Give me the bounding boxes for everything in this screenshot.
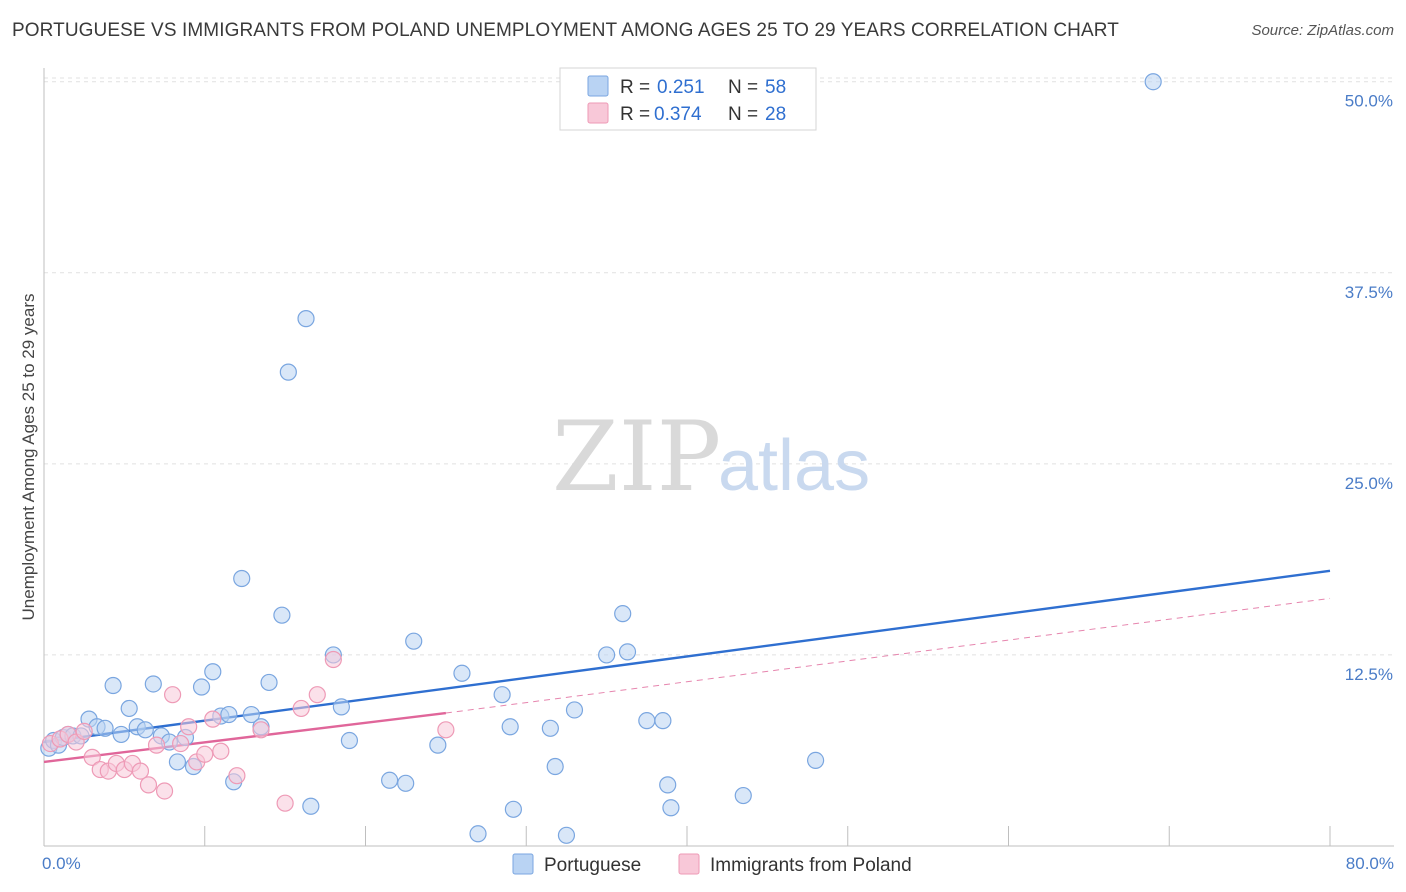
series-legend: Portuguese Immigrants from Poland [512,853,912,876]
point-poland[interactable] [147,736,166,754]
legend-swatch-portuguese [587,75,609,97]
source-credit: Source: ZipAtlas.com [1251,22,1394,39]
legend-n-value-1: 58 [765,77,786,98]
point-portuguese[interactable] [405,632,423,650]
point-portuguese[interactable] [112,725,130,744]
y-tick-label: 50.0% [1345,92,1393,111]
point-portuguese[interactable] [279,363,297,381]
point-portuguese[interactable] [541,719,559,737]
point-portuguese[interactable] [242,705,260,724]
x-ticks [43,826,1331,846]
point-poland[interactable] [252,721,270,739]
point-portuguese[interactable] [429,736,447,754]
point-poland[interactable] [212,742,230,760]
point-portuguese[interactable] [297,310,315,328]
x-tick-label-max: 80.0% [1346,854,1394,873]
point-portuguese[interactable] [806,751,825,770]
correlation-legend: R = 0.251 N = 58 R = 0.374 N = 28 [559,67,817,131]
point-portuguese[interactable] [493,686,511,704]
series-legend-swatch-portuguese[interactable] [512,853,534,875]
point-portuguese[interactable] [220,705,238,724]
point-poland[interactable] [308,686,326,704]
point-portuguese[interactable] [302,797,320,815]
point-portuguese[interactable] [598,646,616,664]
point-portuguese[interactable] [332,698,350,716]
point-poland[interactable] [276,794,294,812]
series-legend-label-portuguese[interactable]: Portuguese [544,855,641,876]
watermark-atlas: atlas [718,426,870,506]
data-points [40,73,1162,844]
y-tick-labels: 12.5% 25.0% 37.5% 50.0% [1345,92,1393,684]
point-poland[interactable] [292,699,310,718]
point-portuguese[interactable] [204,663,222,681]
point-portuguese[interactable] [381,771,399,789]
trendline-extension-poland [445,597,1331,714]
point-portuguese[interactable] [614,605,632,623]
legend-n-label-1: N = [728,77,758,98]
point-portuguese[interactable] [654,712,672,730]
point-portuguese[interactable] [192,678,211,696]
point-portuguese[interactable] [120,699,138,718]
series-legend-swatch-poland[interactable] [678,853,700,875]
point-portuguese[interactable] [340,731,359,750]
legend-n-value-2: 28 [765,104,786,125]
point-portuguese[interactable] [453,664,471,682]
y-axis-label: Unemployment Among Ages 25 to 29 years [19,294,38,621]
point-portuguese[interactable] [1144,73,1162,91]
point-portuguese[interactable] [662,799,680,817]
point-portuguese[interactable] [557,826,576,844]
point-portuguese[interactable] [260,673,278,692]
y-tick-label: 37.5% [1345,283,1393,302]
point-portuguese[interactable] [469,825,487,843]
point-portuguese[interactable] [96,719,114,737]
point-portuguese[interactable] [734,786,752,805]
point-portuguese[interactable] [504,800,522,818]
point-portuguese[interactable] [136,721,154,739]
point-poland[interactable] [164,686,182,704]
legend-r-value-1: 0.251 [657,77,705,98]
point-portuguese[interactable] [168,753,187,771]
point-poland[interactable] [437,721,455,739]
point-portuguese[interactable] [104,676,122,695]
legend-r-label-2: R = [620,104,650,125]
point-poland[interactable] [131,762,150,780]
point-portuguese[interactable] [659,776,677,794]
point-portuguese[interactable] [546,757,564,776]
trendline-poland [43,711,447,764]
legend-swatch-poland [587,102,609,124]
point-portuguese[interactable] [618,643,637,661]
legend-n-label-2: N = [728,104,758,125]
point-poland[interactable] [75,722,93,740]
watermark: ZIP atlas [552,401,870,513]
x-tick-label-min: 0.0% [42,854,81,873]
point-poland[interactable] [172,734,190,753]
point-portuguese[interactable] [233,569,251,588]
y-tick-label: 12.5% [1345,665,1393,684]
trendlines [43,569,1331,764]
point-poland[interactable] [196,745,214,763]
legend-r-value-2: 0.374 [654,104,702,125]
gridlines [44,77,1394,656]
point-poland[interactable] [155,782,174,800]
point-portuguese[interactable] [501,718,519,736]
point-poland[interactable] [228,767,246,785]
point-poland[interactable] [204,710,222,728]
point-poland[interactable] [324,650,342,669]
point-portuguese[interactable] [638,712,656,730]
series-legend-label-poland[interactable]: Immigrants from Poland [710,855,912,876]
point-portuguese[interactable] [397,774,415,792]
watermark-zip: ZIP [552,401,721,513]
chart-title: PORTUGUESE VS IMMIGRANTS FROM POLAND UNE… [12,20,1119,41]
point-poland[interactable] [139,776,158,794]
point-portuguese[interactable] [144,675,162,693]
y-tick-label: 25.0% [1345,474,1393,493]
point-poland[interactable] [83,748,101,766]
legend-r-label-1: R = [620,77,650,98]
point-poland[interactable] [180,718,198,736]
point-portuguese[interactable] [565,701,584,719]
point-portuguese[interactable] [273,606,291,624]
